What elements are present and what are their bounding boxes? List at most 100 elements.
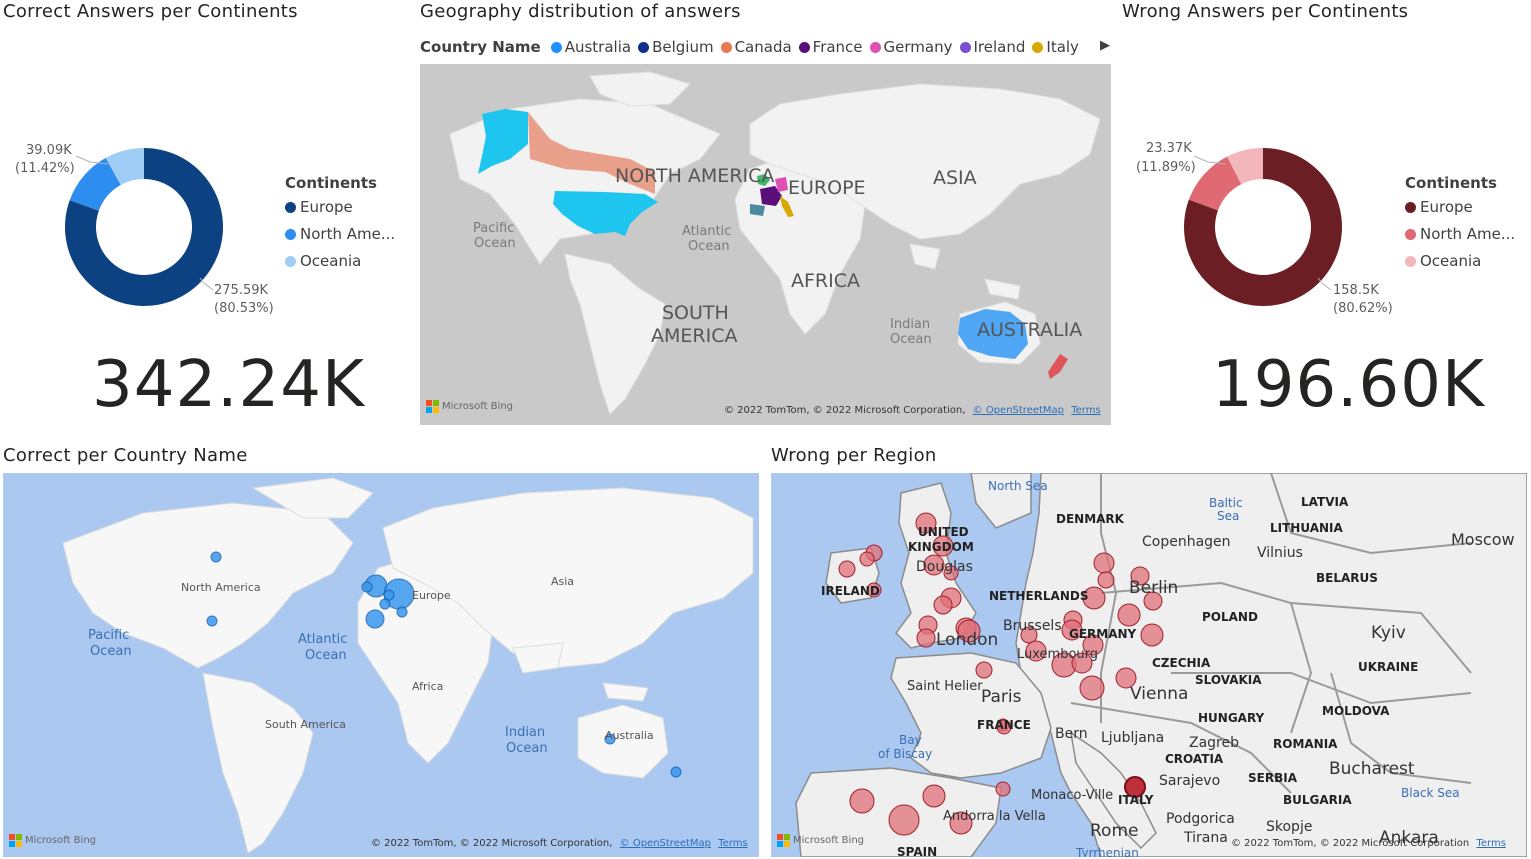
correct-map-svg[interactable]: North America Europe Asia Africa South A… xyxy=(3,473,759,857)
legend-item-belgium[interactable]: Belgium xyxy=(638,38,714,56)
terms-link[interactable]: Terms xyxy=(718,838,748,849)
bubble-region[interactable] xyxy=(996,719,1012,735)
bubble-region[interactable] xyxy=(1071,652,1093,674)
bubble-new-zealand[interactable] xyxy=(670,766,682,778)
bubble-usa[interactable] xyxy=(206,615,218,627)
bubble-canada[interactable] xyxy=(210,551,222,563)
osm-link[interactable]: © OpenStreetMap xyxy=(619,838,712,849)
bubble-region[interactable] xyxy=(866,582,882,598)
donut-slice-north-america[interactable] xyxy=(1188,156,1242,211)
bubble-region[interactable] xyxy=(1140,623,1164,647)
bubble-region[interactable] xyxy=(888,804,920,836)
bubble-region[interactable] xyxy=(932,535,954,557)
wrong-bubbles[interactable] xyxy=(838,512,1164,836)
correct-donut-svg[interactable] xyxy=(62,145,226,309)
label-bay: Bay xyxy=(899,733,922,747)
legend-item-oceania[interactable]: Oceania xyxy=(1405,252,1515,270)
legend-label: Oceania xyxy=(300,252,362,270)
geo-distribution-map[interactable]: NORTH AMERICA EUROPE ASIA AFRICA SOUTH A… xyxy=(420,64,1111,425)
wrong-map-svg[interactable]: LATVIA DENMARK LITHUANIA UNITED KINGDOM … xyxy=(771,473,1527,857)
legend-item-italy[interactable]: Italy xyxy=(1032,38,1079,56)
bubble-region[interactable] xyxy=(1143,591,1163,611)
country-legend: Country Name Australia Belgium Canada Fr… xyxy=(420,38,1110,56)
bubble-uk[interactable] xyxy=(361,581,373,593)
bubble-region[interactable] xyxy=(1082,586,1106,610)
bubble-region[interactable] xyxy=(1130,566,1150,586)
bubble-region[interactable] xyxy=(916,628,936,648)
bubble-region[interactable] xyxy=(975,661,993,679)
osm-link[interactable]: © OpenStreetMap xyxy=(972,405,1065,416)
label-skopje: Skopje xyxy=(1266,819,1312,835)
bubble-region[interactable] xyxy=(1082,634,1104,656)
bubble-australia[interactable] xyxy=(604,733,616,745)
bubble-region[interactable] xyxy=(957,619,981,643)
bubble-region[interactable] xyxy=(838,560,856,578)
bubble-france[interactable] xyxy=(379,598,391,610)
uk-region[interactable] xyxy=(757,174,770,186)
spain-region[interactable] xyxy=(750,204,765,216)
bubble-region[interactable] xyxy=(933,595,953,615)
wrong-donut-svg[interactable] xyxy=(1181,145,1345,309)
bubble-region[interactable] xyxy=(943,565,959,581)
france-region[interactable] xyxy=(760,186,782,206)
bubble-region[interactable] xyxy=(859,551,875,567)
usa-region[interactable] xyxy=(553,191,658,236)
wrong-region-map[interactable]: LATVIA DENMARK LITHUANIA UNITED KINGDOM … xyxy=(771,473,1527,857)
bubble-region[interactable] xyxy=(995,781,1011,797)
legend-item-france[interactable]: France xyxy=(798,38,863,56)
italy-region[interactable] xyxy=(780,196,794,217)
legend-next-arrow-icon[interactable]: ▶ xyxy=(1100,38,1110,53)
label-atlantic: Atlantic xyxy=(298,632,347,647)
bubble-region[interactable] xyxy=(1097,571,1115,589)
correct-bubbles[interactable] xyxy=(206,551,682,778)
donut-slice-oceania[interactable] xyxy=(1227,148,1263,185)
label-kyiv: Kyiv xyxy=(1371,623,1406,643)
bubble-region[interactable] xyxy=(1115,667,1137,689)
terms-link[interactable]: Terms xyxy=(1476,838,1506,849)
terms-link[interactable]: Terms xyxy=(1071,405,1101,416)
legend-item-germany[interactable]: Germany xyxy=(869,38,953,56)
bubble-region[interactable] xyxy=(923,554,945,576)
label-south-america: South America xyxy=(265,718,346,731)
bubble-region[interactable] xyxy=(949,811,973,835)
donut-slice-europe[interactable] xyxy=(65,148,223,306)
bubble-italy[interactable] xyxy=(1124,776,1146,798)
bubble-italy[interactable] xyxy=(396,606,408,618)
alaska-region[interactable] xyxy=(478,109,528,174)
legend-item-europe[interactable]: Europe xyxy=(1405,198,1515,216)
correct-country-map[interactable]: North America Europe Asia Africa South A… xyxy=(3,473,759,857)
geo-map-svg[interactable]: NORTH AMERICA EUROPE ASIA AFRICA SOUTH A… xyxy=(420,64,1111,425)
bubble-region[interactable] xyxy=(1025,640,1047,662)
legend-item-ireland[interactable]: Ireland xyxy=(959,38,1025,56)
correct-donut-chart[interactable] xyxy=(62,145,226,313)
bubble-region[interactable] xyxy=(1117,603,1141,627)
wrong-donut-chart[interactable] xyxy=(1181,145,1345,313)
legend-item-australia[interactable]: Australia xyxy=(550,38,631,56)
legend-item-north-america[interactable]: North Ame... xyxy=(285,225,395,243)
bubble-region[interactable] xyxy=(1020,626,1038,644)
legend-item-oceania[interactable]: Oceania xyxy=(285,252,395,270)
australia-region[interactable] xyxy=(958,309,1028,359)
bubble-region[interactable] xyxy=(1079,675,1105,701)
legend-item-europe[interactable]: Europe xyxy=(285,198,395,216)
bubble-region[interactable] xyxy=(1061,619,1083,641)
nz-region[interactable] xyxy=(1048,354,1068,379)
canada-region[interactable] xyxy=(528,112,655,194)
legend-item-north-america[interactable]: North Ame... xyxy=(1405,225,1515,243)
country-legend-title: Country Name xyxy=(420,38,541,56)
bubble-belgium[interactable] xyxy=(383,589,395,601)
label-north-america: NORTH AMERICA xyxy=(615,165,774,187)
bubble-region[interactable] xyxy=(849,788,875,814)
bubble-region[interactable] xyxy=(922,784,946,808)
germany-region[interactable] xyxy=(775,177,788,192)
label-south: SOUTH xyxy=(662,302,729,324)
bubble-region[interactable] xyxy=(915,512,937,534)
donut-slice-north-america[interactable] xyxy=(69,157,121,211)
donut-slice-oceania[interactable] xyxy=(105,148,144,186)
bubble-spain[interactable] xyxy=(365,609,385,629)
map-attribution: © 2022 TomTom, © 2022 Microsoft Corporat… xyxy=(371,838,748,849)
legend-dot xyxy=(285,228,296,240)
legend-item-canada[interactable]: Canada xyxy=(720,38,792,56)
donut-slice-europe[interactable] xyxy=(1184,148,1342,306)
bubble-region[interactable] xyxy=(1093,552,1115,574)
